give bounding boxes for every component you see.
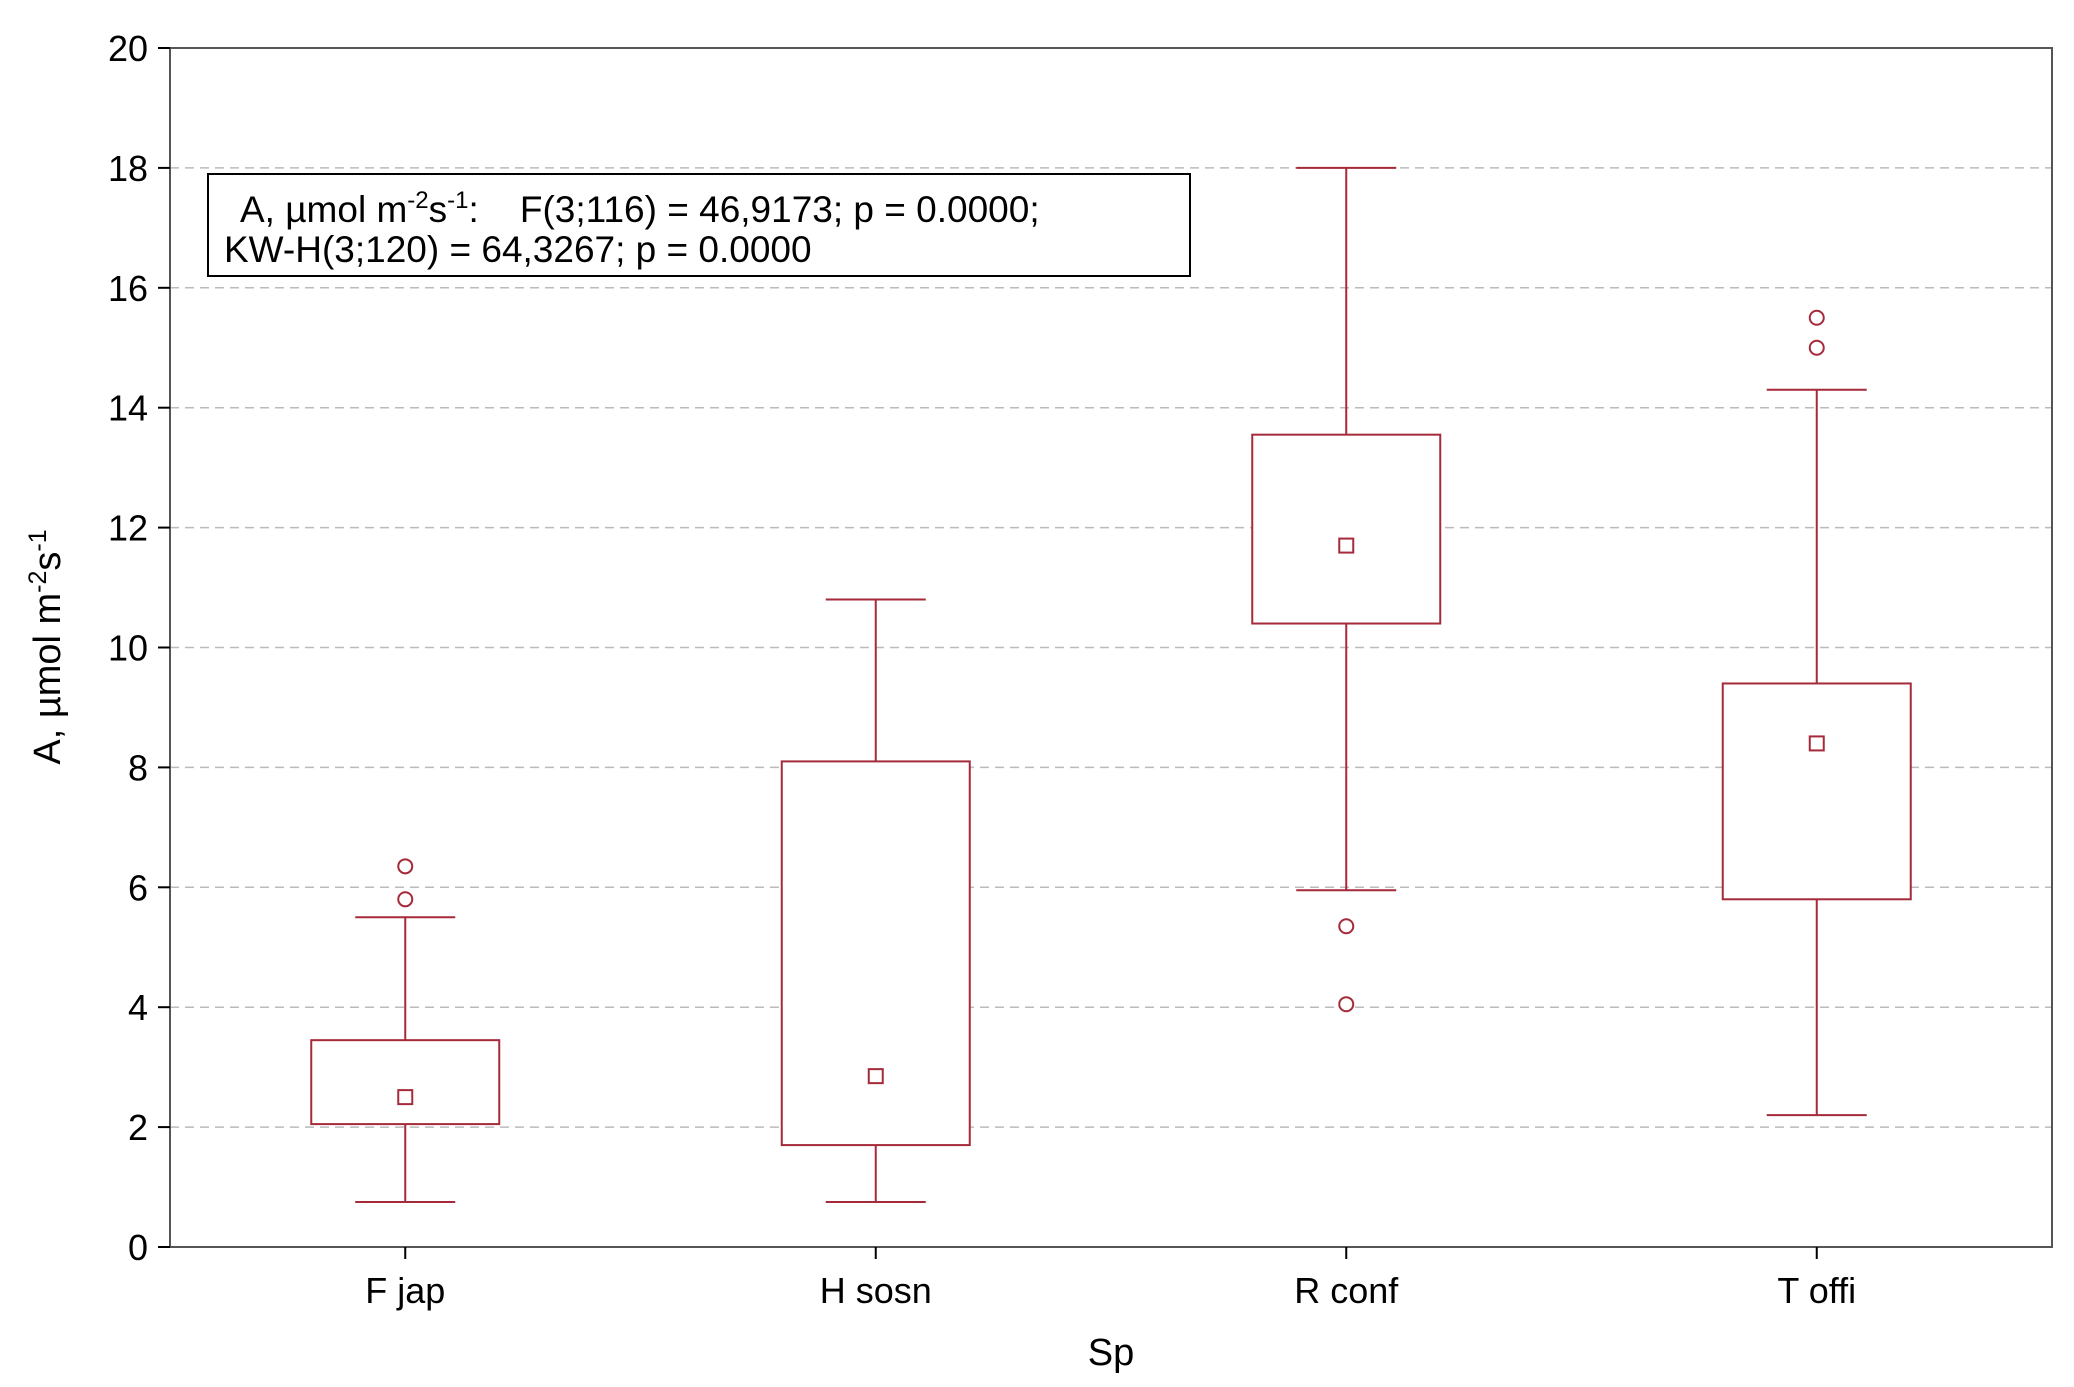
- y-tick-label: 2: [128, 1107, 148, 1148]
- outlier-point: [1338, 996, 1355, 1013]
- outlier-point: [1808, 339, 1825, 356]
- annotation-line-2: KW-H(3;120) = 64,3267; p = 0.0000: [224, 229, 812, 270]
- x-tick-label: T offi: [1777, 1270, 1856, 1311]
- annotation-line-1: A, µmol m-2s-1: F(3;116) = 46,9173; p = …: [240, 187, 1040, 230]
- y-tick-label: 0: [128, 1227, 148, 1268]
- median-marker: [867, 1068, 884, 1085]
- y-tick-label: 10: [108, 628, 148, 669]
- iqr-box: [780, 760, 971, 1147]
- y-tick-label: 16: [108, 268, 148, 309]
- box-plots: [310, 166, 1912, 1204]
- x-axis-title: Sp: [1088, 1332, 1134, 1374]
- stats-annotation: A, µmol m-2s-1: F(3;116) = 46,9173; p = …: [207, 173, 1191, 277]
- median-marker: [1338, 537, 1355, 554]
- y-tick-label: 14: [108, 388, 148, 429]
- annotation-frame: [207, 173, 1191, 277]
- y-axis-title: A, µmol m-2s-1: [24, 529, 69, 764]
- y-tick-label: 12: [108, 508, 148, 549]
- iqr-box: [310, 1039, 501, 1126]
- outlier-point: [397, 858, 414, 875]
- outlier-point: [1808, 309, 1825, 326]
- x-tick-label: H sosn: [820, 1270, 932, 1311]
- y-tick-label: 20: [108, 28, 148, 69]
- outlier-point: [397, 891, 414, 908]
- x-tick-label: F jap: [365, 1270, 445, 1311]
- x-tick-label: R conf: [1294, 1270, 1399, 1311]
- median-marker: [397, 1089, 414, 1106]
- y-tick-label: 4: [128, 987, 148, 1028]
- y-tick-label: 6: [128, 867, 148, 908]
- box-group: [1721, 309, 1912, 1117]
- median-marker: [1808, 735, 1825, 752]
- y-tick-label: 8: [128, 747, 148, 788]
- box-group: [1251, 166, 1442, 1013]
- box-group: [310, 858, 501, 1204]
- iqr-box: [1251, 433, 1442, 625]
- y-tick-label: 18: [108, 148, 148, 189]
- outlier-point: [1338, 918, 1355, 935]
- grid-lines: [170, 167, 2052, 1128]
- box-group: [780, 598, 971, 1204]
- iqr-box: [1721, 682, 1912, 901]
- axes: 0 2 4 6 8 10 12 14 16 18 20 F jap H sosn R conf T offi: [108, 28, 1856, 1311]
